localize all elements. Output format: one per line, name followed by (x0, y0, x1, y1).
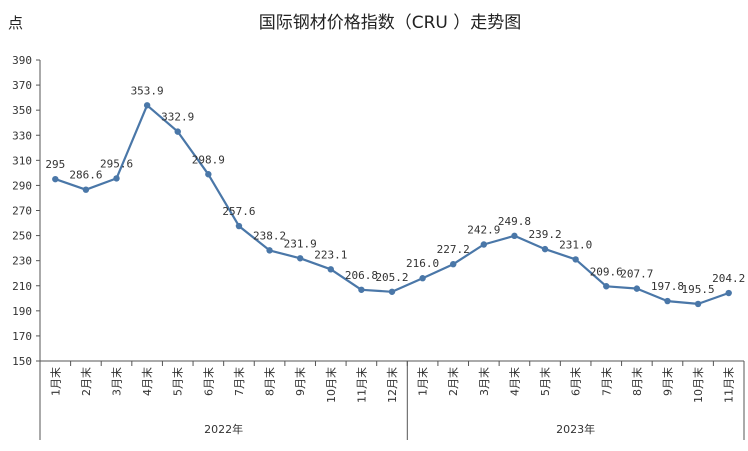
data-point (664, 297, 671, 305)
x-tick-label: 12月末 (385, 367, 399, 403)
data-label: 197.8 (651, 280, 684, 293)
x-tick-label: 3月末 (477, 367, 491, 396)
data-label: 242.9 (467, 223, 500, 236)
x-tick-label: 10月末 (691, 367, 705, 403)
data-label: 227.2 (437, 243, 470, 256)
axes (39, 60, 745, 440)
y-tick-label: 190 (12, 305, 32, 318)
data-point (266, 247, 273, 254)
data-point (725, 289, 732, 297)
y-tick-label: 390 (12, 54, 32, 67)
data-point (296, 255, 304, 262)
year-group-label: 2022年 (204, 422, 243, 436)
data-point (511, 232, 518, 240)
x-tick-label: 3月末 (110, 367, 124, 396)
data-label: 207.7 (620, 268, 653, 281)
data-label: 204.2 (712, 272, 745, 285)
y-tick-label: 270 (12, 205, 32, 218)
data-label: 257.6 (222, 205, 255, 218)
data-point (388, 288, 396, 295)
x-tick-label: 1月末 (416, 367, 430, 396)
data-label: 295 (45, 158, 65, 171)
x-tick-label: 9月末 (660, 367, 674, 396)
x-tick-label: 7月末 (599, 367, 613, 396)
data-point (52, 175, 59, 183)
y-tick-label: 350 (12, 104, 32, 117)
y-axis-unit-label: 点 (8, 14, 23, 32)
data-point (143, 102, 151, 109)
y-axis-ticks: 150 170 190 210 230 250 270 290 310 330 350 370 390 (12, 54, 40, 368)
x-tick-label: 2月末 (79, 367, 93, 396)
data-point (541, 245, 549, 253)
data-label: 206.8 (345, 269, 378, 282)
x-tick-label: 11月末 (722, 367, 736, 403)
chart-title: 国际钢材价格指数（CRU ）走势图 (259, 13, 522, 33)
y-tick-label: 230 (12, 255, 32, 268)
x-tick-label: 1月末 (48, 367, 62, 396)
data-point (235, 222, 243, 230)
x-tick-label: 6月末 (201, 367, 215, 396)
data-point (205, 171, 212, 178)
data-label: 205.2 (375, 271, 408, 284)
data-label: 238.2 (253, 229, 286, 242)
data-point (174, 128, 181, 135)
y-tick-label: 250 (12, 230, 32, 243)
x-tick-label: 9月末 (293, 367, 307, 396)
y-tick-label: 310 (12, 154, 32, 167)
data-label: 286.6 (69, 169, 102, 182)
x-tick-label: 5月末 (171, 367, 185, 396)
y-tick-label: 210 (12, 280, 32, 293)
y-tick-label: 330 (12, 129, 32, 142)
y-tick-label: 150 (12, 355, 32, 368)
x-tick-label: 10月末 (324, 367, 338, 403)
x-axis-year-groups: 2022年 2023年 (204, 361, 595, 440)
data-point (327, 266, 334, 273)
x-tick-label: 4月末 (507, 367, 521, 396)
x-axis-ticks: 1月末 2月末 3月末 4月末 5月末 6月末 7月末 8月末 9月末 10月末 11月末 12月末 1… (39, 361, 745, 403)
data-point (113, 175, 120, 182)
x-tick-label: 6月末 (569, 367, 583, 396)
data-labels: 295286.6295.6353.9332.9298.9257.6238.223… (45, 84, 745, 296)
data-point (82, 186, 90, 193)
data-label: 295.6 (100, 157, 133, 170)
x-tick-label: 5月末 (538, 367, 552, 396)
data-point (480, 241, 488, 248)
x-tick-label: 11月末 (354, 367, 368, 403)
data-label: 223.1 (314, 248, 347, 261)
data-label: 231.0 (559, 238, 592, 251)
series-points (52, 102, 732, 308)
data-point (450, 260, 457, 268)
y-tick-label: 170 (12, 330, 32, 343)
data-point (603, 283, 610, 290)
data-point (694, 300, 702, 308)
x-tick-label: 2月末 (446, 367, 460, 396)
data-label: 249.8 (498, 215, 531, 228)
y-tick-label: 370 (12, 79, 32, 92)
year-group-label: 2023年 (556, 422, 595, 436)
x-tick-label: 4月末 (140, 367, 154, 396)
x-tick-label: 8月末 (630, 367, 644, 396)
data-label: 239.2 (528, 228, 561, 241)
y-tick-label: 290 (12, 179, 32, 192)
data-point (633, 285, 641, 292)
data-label: 332.9 (161, 111, 194, 124)
data-label: 353.9 (131, 84, 164, 97)
data-label: 195.5 (682, 283, 715, 296)
x-tick-label: 8月末 (263, 367, 277, 396)
data-label: 231.9 (284, 237, 317, 250)
data-label: 209.6 (590, 265, 623, 278)
data-label: 216.0 (406, 257, 439, 270)
data-label: 298.9 (192, 153, 225, 166)
x-tick-label: 7月末 (232, 367, 246, 396)
data-point (358, 286, 365, 293)
data-point (419, 275, 426, 282)
data-point (572, 256, 579, 263)
